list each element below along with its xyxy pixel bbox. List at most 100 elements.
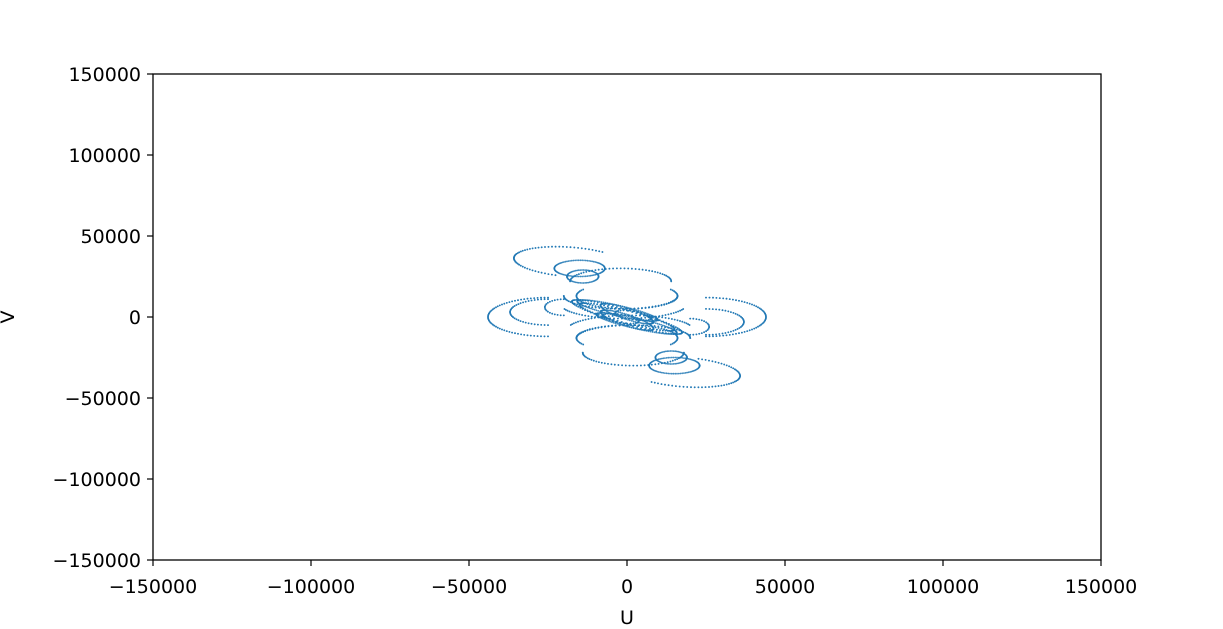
uv-point — [660, 357, 663, 360]
uv-point — [740, 315, 742, 318]
uv-point — [648, 306, 650, 309]
uv-point — [619, 305, 622, 307]
uv-point — [562, 314, 565, 317]
uv-point — [616, 322, 619, 325]
uv-point — [641, 307, 643, 310]
uv-point — [684, 359, 687, 361]
uv-point — [667, 329, 670, 332]
uv-point — [624, 364, 627, 367]
uv-point — [511, 331, 513, 334]
uv-point — [667, 350, 670, 352]
uv-point — [635, 314, 637, 317]
uv-point — [526, 248, 529, 251]
uv-point — [569, 246, 572, 249]
uv-point — [623, 314, 626, 317]
uv-point — [578, 273, 580, 275]
uv-point — [625, 309, 628, 312]
uv-point — [600, 301, 603, 303]
uv-point — [732, 312, 735, 314]
uv-point — [697, 357, 700, 360]
uv-point — [586, 259, 589, 262]
uv-point — [602, 302, 605, 305]
uv-point — [513, 305, 516, 307]
uv-point — [612, 321, 615, 324]
uv-point — [654, 363, 657, 366]
uv-point — [543, 324, 546, 326]
uv-point — [640, 319, 643, 321]
uv-point — [577, 275, 580, 278]
uv-point — [622, 324, 625, 326]
uv-point — [654, 305, 657, 308]
uv-point — [591, 311, 594, 314]
uv-point — [664, 357, 666, 359]
uv-point — [575, 304, 578, 307]
uv-point — [604, 315, 606, 318]
uv-point — [603, 304, 605, 307]
uv-point — [735, 299, 737, 302]
uv-point — [708, 359, 710, 362]
uv-point — [642, 313, 645, 316]
uv-point — [618, 324, 621, 327]
uv-point — [613, 363, 616, 366]
uv-point — [670, 327, 673, 330]
uv-point — [505, 302, 508, 304]
uv-point — [600, 306, 603, 309]
uv-point — [580, 272, 583, 275]
uv-point — [641, 324, 643, 327]
uv-point — [656, 359, 659, 362]
uv-point — [661, 316, 664, 319]
uv-point — [683, 360, 686, 363]
uv-point — [526, 267, 529, 270]
uv-point — [573, 246, 576, 249]
uv-point — [697, 386, 700, 389]
uv-point — [619, 267, 622, 270]
uv-point — [738, 327, 741, 329]
uv-point — [498, 304, 501, 307]
uv-point — [675, 332, 678, 334]
uv-point — [736, 370, 739, 373]
uv-point — [761, 309, 764, 312]
uv-point — [581, 259, 584, 262]
uv-point — [647, 319, 650, 321]
uv-point — [590, 311, 592, 314]
uv-point — [684, 354, 687, 356]
uv-point — [615, 313, 617, 315]
uv-point — [664, 326, 666, 329]
uv-point — [669, 372, 671, 375]
uv-point — [588, 358, 591, 360]
uv-point — [614, 304, 617, 306]
uv-point — [561, 261, 564, 264]
uv-point — [631, 314, 633, 317]
uv-point — [607, 302, 609, 305]
uv-point — [549, 300, 551, 303]
uv-point — [653, 369, 655, 372]
uv-point — [669, 288, 672, 291]
uv-point — [678, 351, 681, 353]
uv-point — [594, 327, 597, 329]
uv-point — [635, 309, 638, 312]
uv-point — [732, 333, 734, 336]
uv-point — [676, 356, 678, 359]
uv-point — [593, 308, 596, 311]
uv-point — [612, 310, 615, 312]
uv-point — [536, 335, 539, 337]
uv-point — [657, 371, 660, 373]
uv-point — [519, 302, 522, 305]
uv-point — [591, 270, 594, 273]
uv-point — [715, 308, 717, 311]
uv-point — [621, 305, 624, 308]
uv-point — [660, 361, 663, 364]
uv-point — [559, 272, 562, 275]
uv-point — [646, 322, 649, 325]
uv-point — [639, 328, 642, 331]
uv-point — [588, 275, 590, 277]
uv-point — [585, 281, 588, 284]
uv-point — [581, 299, 584, 301]
uv-point — [581, 269, 583, 271]
uv-point — [521, 265, 524, 268]
uv-point — [621, 312, 624, 314]
uv-point — [603, 317, 606, 320]
uv-point — [511, 315, 513, 317]
uv-point — [664, 317, 667, 319]
uv-point — [495, 325, 497, 328]
